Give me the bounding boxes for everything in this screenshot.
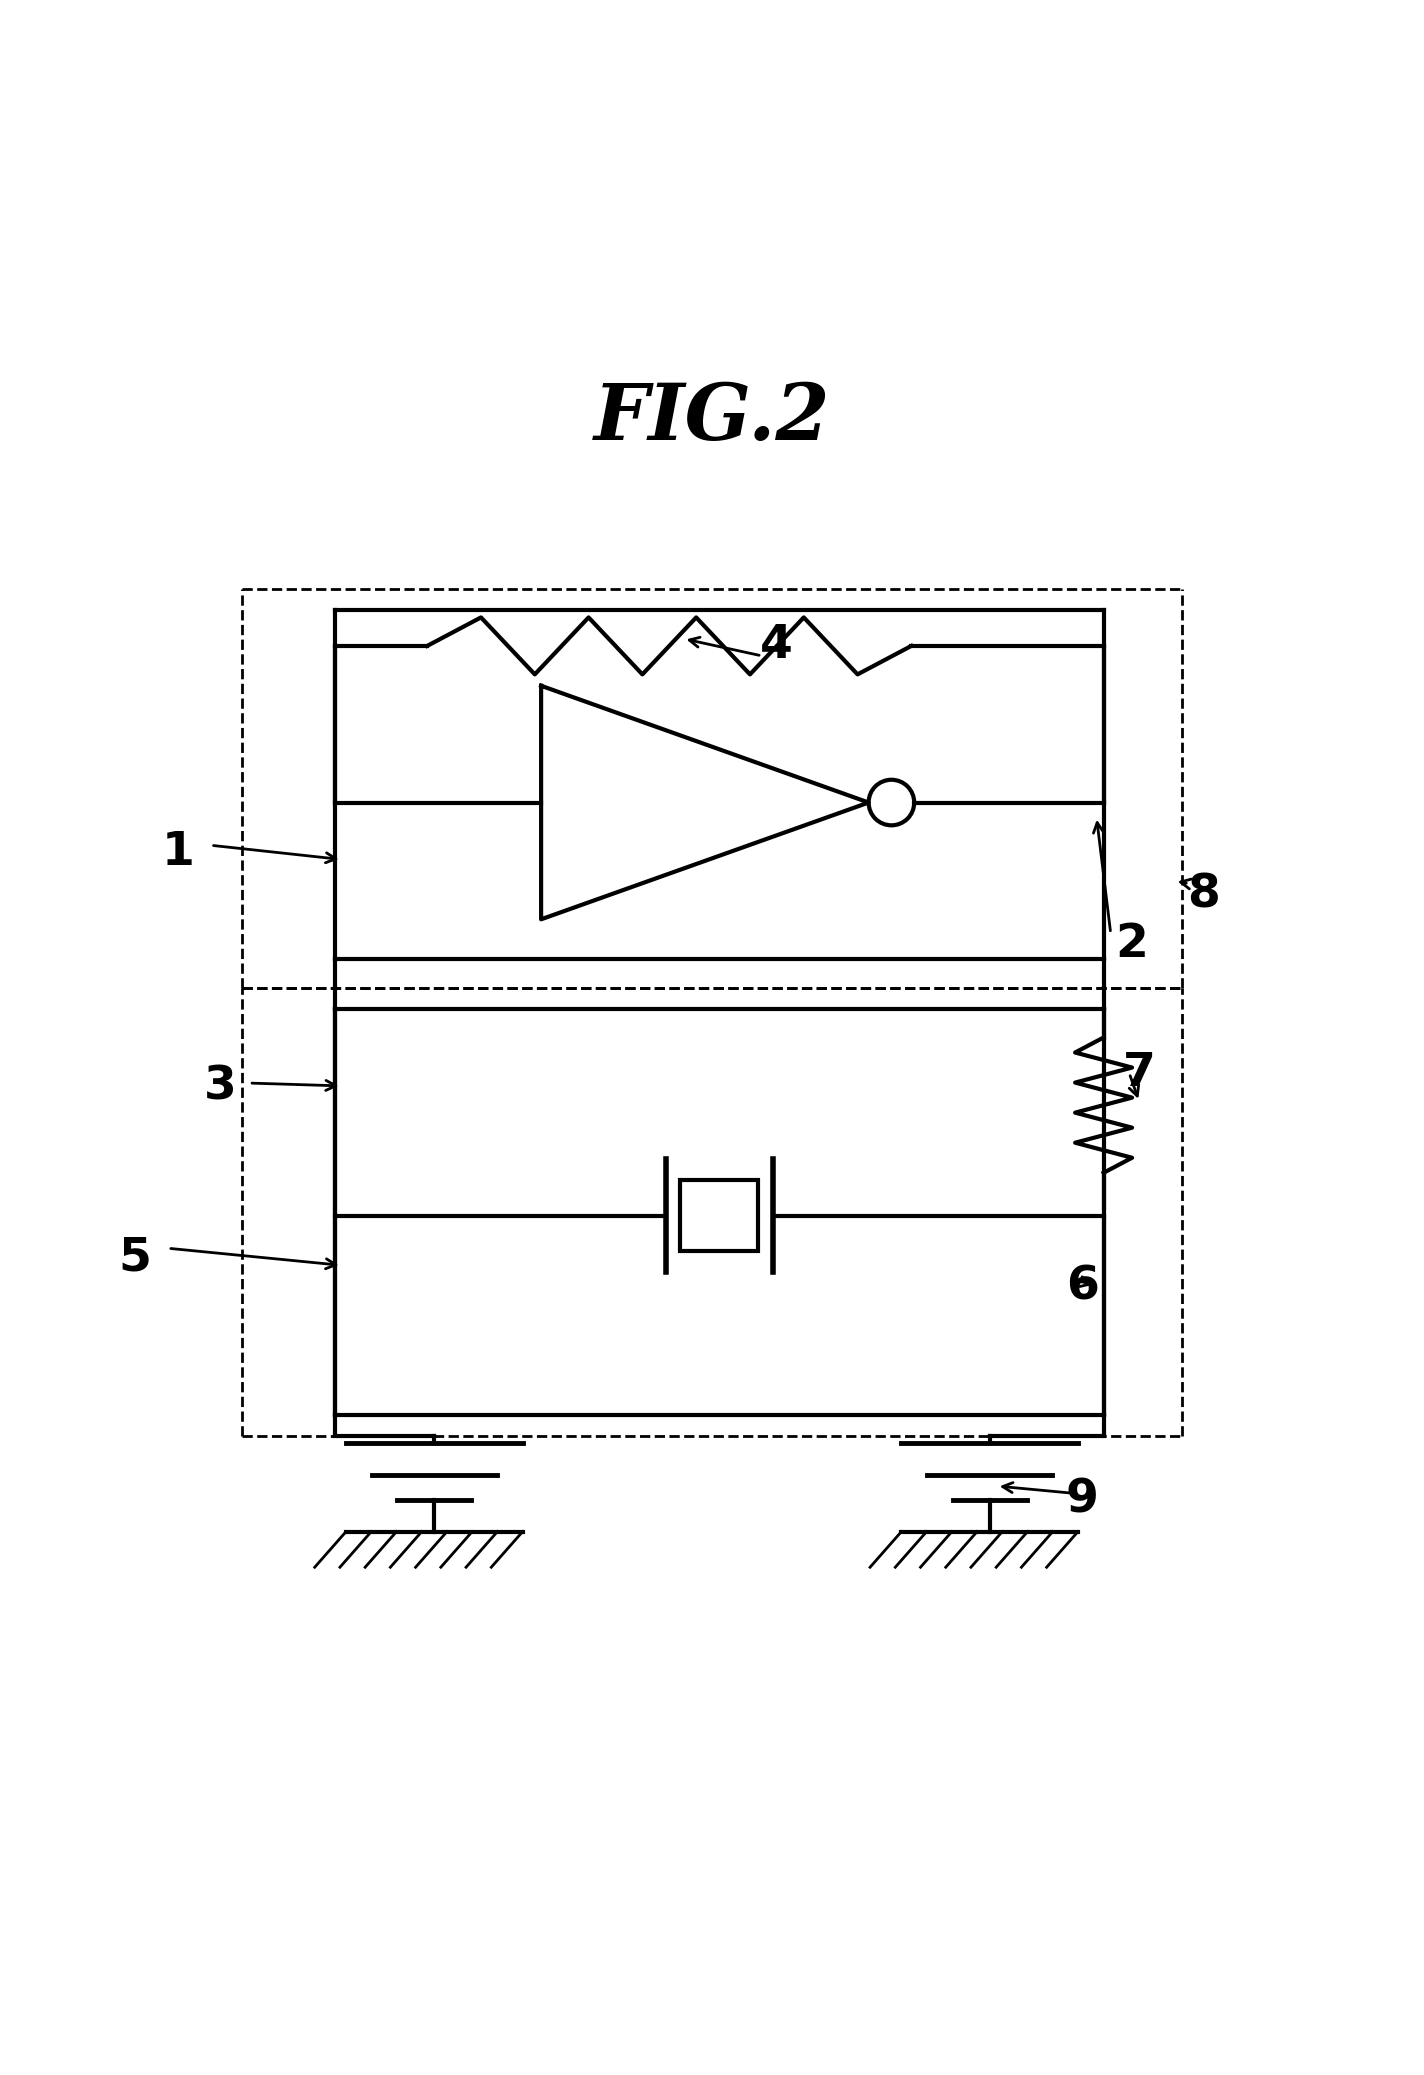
Text: 7: 7 [1122, 1050, 1156, 1096]
Text: 3: 3 [205, 1064, 236, 1110]
Text: 5: 5 [118, 1237, 152, 1280]
Bar [679, 1181, 758, 1251]
Text: 8: 8 [1188, 874, 1219, 917]
Text: 1: 1 [161, 830, 195, 876]
Text: 6: 6 [1065, 1264, 1099, 1309]
Text: FIG.2: FIG.2 [594, 380, 830, 456]
Text: 2: 2 [1115, 923, 1149, 967]
Text: 4: 4 [759, 622, 793, 668]
Text: 9: 9 [1065, 1477, 1099, 1523]
